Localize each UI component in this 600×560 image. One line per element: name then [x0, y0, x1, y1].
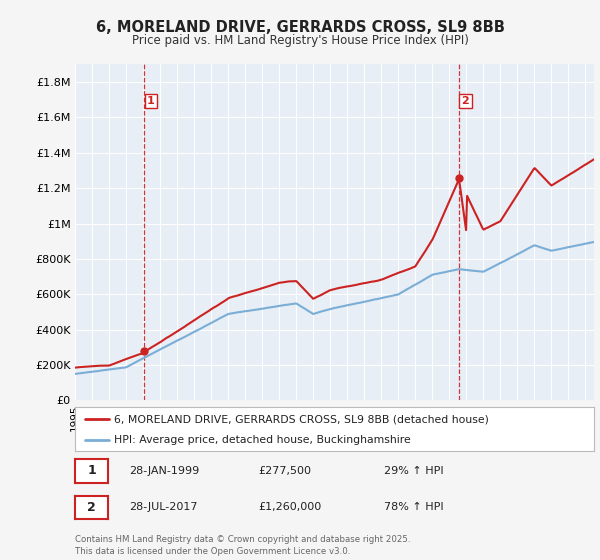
- Text: 2: 2: [461, 96, 469, 106]
- Text: 28-JAN-1999: 28-JAN-1999: [129, 466, 199, 476]
- Text: HPI: Average price, detached house, Buckinghamshire: HPI: Average price, detached house, Buck…: [114, 435, 410, 445]
- Text: 1: 1: [147, 96, 155, 106]
- Text: 29% ↑ HPI: 29% ↑ HPI: [384, 466, 443, 476]
- Text: £1,260,000: £1,260,000: [258, 502, 321, 512]
- Text: 2: 2: [87, 501, 96, 514]
- Text: £277,500: £277,500: [258, 466, 311, 476]
- Text: Price paid vs. HM Land Registry's House Price Index (HPI): Price paid vs. HM Land Registry's House …: [131, 34, 469, 46]
- Text: 78% ↑ HPI: 78% ↑ HPI: [384, 502, 443, 512]
- Text: 6, MORELAND DRIVE, GERRARDS CROSS, SL9 8BB: 6, MORELAND DRIVE, GERRARDS CROSS, SL9 8…: [95, 20, 505, 35]
- Text: 1: 1: [87, 464, 96, 478]
- Text: 28-JUL-2017: 28-JUL-2017: [129, 502, 197, 512]
- Text: Contains HM Land Registry data © Crown copyright and database right 2025.
This d: Contains HM Land Registry data © Crown c…: [75, 535, 410, 556]
- Text: 6, MORELAND DRIVE, GERRARDS CROSS, SL9 8BB (detached house): 6, MORELAND DRIVE, GERRARDS CROSS, SL9 8…: [114, 414, 489, 424]
